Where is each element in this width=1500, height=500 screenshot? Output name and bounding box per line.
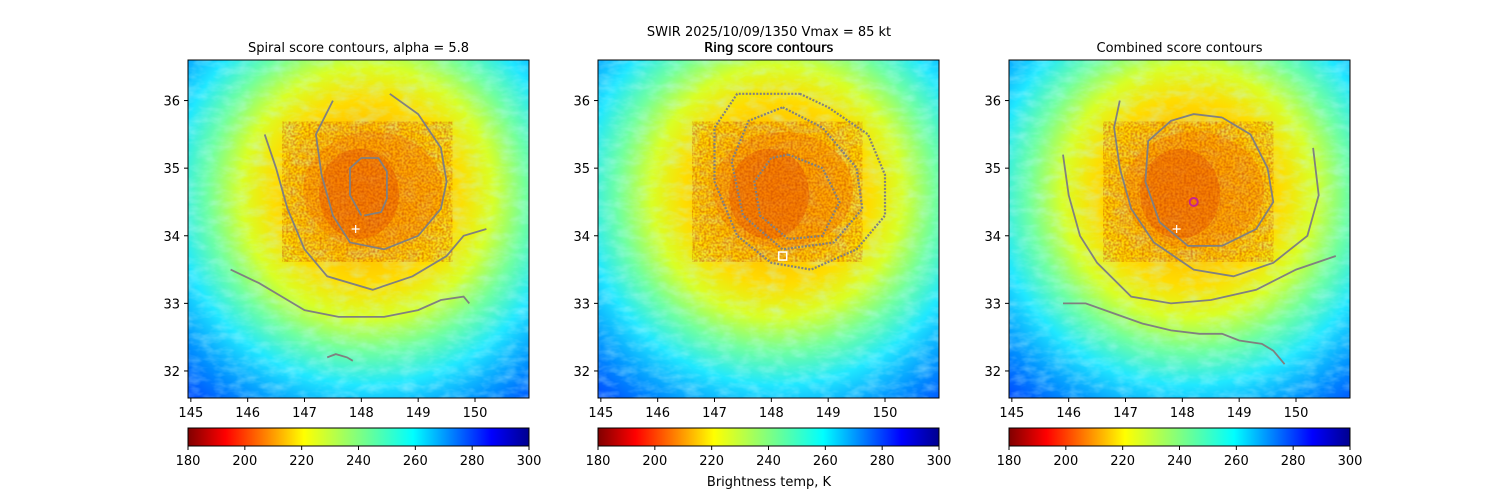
contour-line: [730, 106, 864, 251]
y-tick-label: 32: [163, 365, 180, 380]
y-tick-label: 36: [163, 95, 180, 110]
panel-1: Spiral score contours, alpha = 5.8 145 146…: [163, 41, 541, 469]
colorbar-tick-label: 260: [1224, 454, 1249, 469]
x-tick-label: 147: [1113, 406, 1138, 421]
colorbar-tick-label: 260: [403, 454, 428, 469]
contour-line: [753, 153, 841, 241]
panel-2: Ring score contours 145 146 147 148 149 150 32 3…: [573, 41, 951, 469]
center-marker-plus: [351, 225, 360, 233]
colorbar-tick-label: 180: [997, 454, 1022, 469]
center-marker-circle: [1188, 196, 1199, 207]
center-marker-plus: [1172, 225, 1181, 233]
x-tick-label: 148: [349, 406, 374, 421]
satellite-image: [598, 60, 939, 398]
colorbar-tick-label: 240: [1167, 454, 1192, 469]
colorbar-label: Brightness temp, K: [707, 475, 832, 490]
y-tick-label: 34: [163, 230, 180, 245]
colorbar-tick-label: 240: [346, 454, 371, 469]
x-tick-label: 145: [999, 406, 1024, 421]
y-tick-label: 34: [984, 230, 1001, 245]
x-tick-label: 148: [759, 406, 784, 421]
colorbar-tick-label: 300: [927, 454, 952, 469]
y-tick-label: 32: [984, 365, 1001, 380]
y-tick-label: 36: [984, 95, 1001, 110]
satellite-image: [1009, 60, 1350, 398]
contour-line: [1062, 154, 1337, 305]
y-tick-label: 32: [573, 365, 590, 380]
colorbar-tick-label: 300: [1338, 454, 1363, 469]
colorbar-tick-label: 200: [232, 454, 257, 469]
contour-line: [1113, 100, 1320, 278]
x-tick-label: 150: [1284, 406, 1309, 421]
satellite-image: [188, 60, 529, 398]
x-tick-label: 145: [178, 406, 203, 421]
x-tick-label: 149: [816, 406, 841, 421]
colorbar-tick-label: 200: [1053, 454, 1078, 469]
contour-line: [263, 134, 487, 291]
colorbar-tick-label: 280: [1281, 454, 1306, 469]
x-tick-label: 146: [1056, 406, 1081, 421]
x-tick-label: 147: [702, 406, 727, 421]
colorbar-tick-label: 220: [1110, 454, 1135, 469]
colorbar-tick-label: 280: [460, 454, 485, 469]
colorbar-tick-label: 300: [517, 454, 542, 469]
y-tick-label: 34: [573, 230, 590, 245]
panel-3: Combined score contours 145 146 147 148 149 15…: [984, 41, 1362, 469]
contour-line: [1144, 113, 1275, 247]
contour-line: [1063, 302, 1286, 365]
y-tick-label: 33: [163, 297, 180, 312]
x-tick-label: 145: [588, 406, 613, 421]
x-tick-label: 146: [235, 406, 260, 421]
x-tick-label: 149: [406, 406, 431, 421]
contour-line: [326, 353, 354, 362]
x-tick-label: 147: [292, 406, 317, 421]
axes-frame: [597, 59, 940, 399]
colorbar-tick-label: 240: [756, 454, 781, 469]
contour-line: [314, 93, 448, 251]
colorbar: [187, 427, 530, 447]
colorbar-tick-label: 180: [586, 454, 611, 469]
axes-frame: [187, 59, 530, 399]
y-tick-label: 33: [573, 297, 590, 312]
y-tick-label: 35: [573, 162, 590, 177]
figure-subtitle: Ring score contours: [704, 41, 833, 56]
colorbar-tick-label: 220: [289, 454, 314, 469]
colorbar: [597, 427, 940, 447]
panel-title: Spiral score contours, alpha = 5.8: [248, 41, 469, 56]
panel-title: Ring score contours: [704, 41, 833, 56]
colorbar-tick-label: 220: [699, 454, 724, 469]
colorbar-tick-label: 280: [870, 454, 895, 469]
x-tick-label: 146: [645, 406, 670, 421]
y-tick-label: 36: [573, 95, 590, 110]
figure-suptitle: SWIR 2025/10/09/1350 Vmax = 85 kt: [647, 25, 891, 40]
y-tick-label: 33: [984, 297, 1001, 312]
panel-title: Combined score contours: [1097, 41, 1263, 56]
y-tick-label: 35: [163, 162, 180, 177]
contour-line: [230, 268, 470, 318]
axes-frame: [1008, 59, 1351, 399]
x-tick-label: 150: [873, 406, 898, 421]
x-tick-label: 149: [1227, 406, 1252, 421]
colorbar-tick-label: 260: [813, 454, 838, 469]
colorbar-tick-label: 180: [176, 454, 201, 469]
colorbar-tick-label: 200: [642, 454, 667, 469]
contour-line: [349, 157, 388, 217]
colorbar: [1008, 427, 1351, 447]
center-marker-square: [777, 251, 788, 261]
y-tick-label: 35: [984, 162, 1001, 177]
x-tick-label: 148: [1170, 406, 1195, 421]
x-tick-label: 150: [463, 406, 488, 421]
